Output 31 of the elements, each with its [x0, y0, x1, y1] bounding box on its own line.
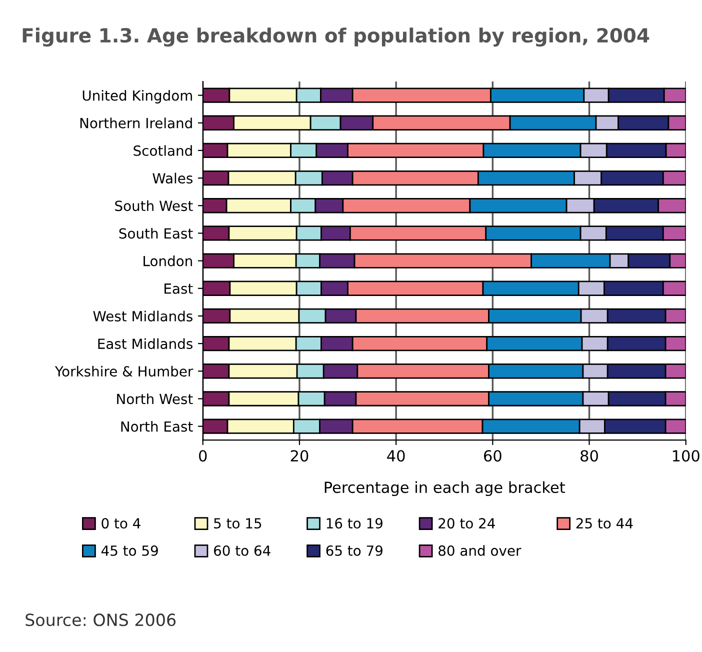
y-tick-label: London — [144, 256, 192, 266]
legend-label: 65 to 79 — [326, 545, 382, 556]
x-tick-label: 80 — [580, 450, 598, 462]
y-tick-label: East Midlands — [98, 338, 192, 350]
source-note: Source: ONS 2006 — [26, 614, 176, 626]
legend-label: 80 and over — [438, 545, 522, 556]
y-tick-label: Northern Ireland — [80, 118, 192, 128]
legend-label: 60 to 64 — [214, 545, 270, 556]
y-tick-label: Yorkshire & Humber — [54, 366, 194, 377]
y-tick-label: North East — [121, 421, 193, 432]
x-tick-label: 20 — [290, 450, 308, 462]
chart-title: Figure 1.3. Age breakdown of population by region, 2004 — [22, 28, 650, 47]
legend-label: 0 to 4 — [102, 518, 140, 529]
x-tick-label: 40 — [387, 450, 405, 462]
y-tick-label: Scotland — [134, 145, 192, 156]
legend-label: 16 to 19 — [326, 518, 382, 529]
x-tick-label: 0 — [199, 450, 207, 462]
y-tick-label: East — [164, 284, 193, 294]
y-tick-label: United Kingdom — [82, 90, 192, 104]
x-tick-label: 60 — [484, 450, 502, 462]
legend-label: 20 to 24 — [438, 518, 495, 529]
x-tick-label: 100 — [672, 450, 700, 462]
y-tick-label: West Midlands — [93, 310, 192, 322]
x-axis-title: Percentage in each age bracket — [324, 481, 565, 496]
y-tick-label: South West — [115, 200, 193, 212]
y-tick-label: North West — [117, 393, 193, 404]
y-tick-label: Wales — [152, 172, 192, 184]
y-tick-label: South East — [119, 228, 193, 239]
legend-label: 45 to 59 — [101, 545, 158, 556]
legend-label: 5 to 15 — [214, 518, 262, 529]
legend-label: 25 to 44 — [576, 518, 633, 529]
